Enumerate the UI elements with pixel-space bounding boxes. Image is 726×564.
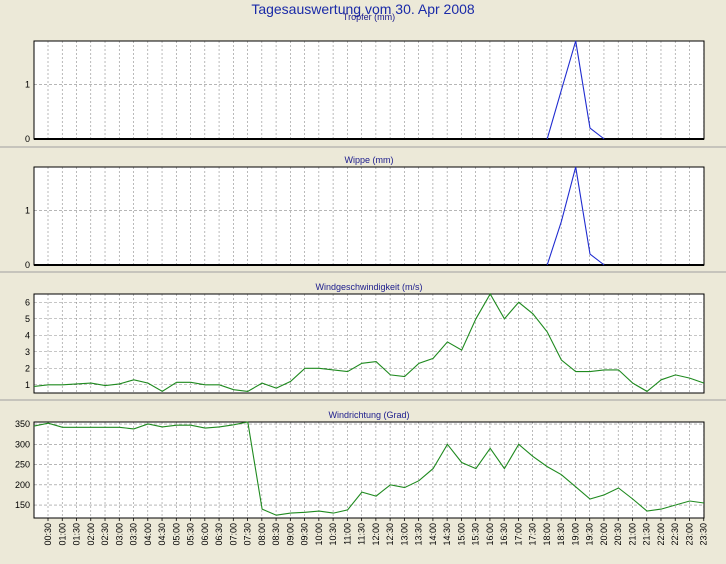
- x-tick-label: 07:00: [228, 523, 238, 546]
- x-tick-label: 17:00: [513, 523, 523, 546]
- x-tick-label: 12:00: [371, 523, 381, 546]
- x-tick-label: 17:30: [528, 523, 538, 546]
- x-tick-label: 21:00: [627, 523, 637, 546]
- y-tick-label: 0: [25, 134, 30, 144]
- x-tick-label: 04:30: [157, 523, 167, 546]
- x-tick-label: 22:00: [656, 523, 666, 546]
- x-tick-label: 07:30: [243, 523, 253, 546]
- x-tick-label: 20:00: [599, 523, 609, 546]
- x-tick-label: 03:30: [129, 523, 139, 546]
- panel-title: Windrichtung (Grad): [328, 410, 409, 420]
- x-tick-label: 23:00: [684, 523, 694, 546]
- plot-frame: [33, 421, 705, 519]
- series-line: [33, 292, 705, 393]
- y-tick-label: 6: [25, 297, 30, 307]
- x-tick-label: 12:30: [385, 523, 395, 546]
- page-title: Tagesauswertung vom 30. Apr 2008: [251, 1, 475, 17]
- x-tick-label: 11:30: [357, 523, 367, 545]
- y-tick-label: 3: [25, 347, 30, 357]
- x-tick-label: 19:30: [585, 523, 595, 546]
- x-tick-label: 04:00: [143, 523, 153, 546]
- x-tick-label: 14:00: [428, 523, 438, 546]
- x-tick-label: 18:30: [556, 523, 566, 546]
- x-tick-label: 13:30: [414, 523, 424, 546]
- plot-background: [34, 422, 704, 518]
- x-tick-label: 15:30: [471, 523, 481, 546]
- x-tick-label: 10:00: [314, 523, 324, 546]
- panel-title: Windgeschwindigkeit (m/s): [315, 282, 422, 292]
- x-tick-label: 02:30: [100, 523, 110, 546]
- x-tick-label: 22:30: [670, 523, 680, 546]
- x-tick-label: 19:00: [570, 523, 580, 546]
- x-tick-label: 14:30: [442, 523, 452, 546]
- y-tick-label: 200: [15, 480, 30, 490]
- x-tick-label: 00:30: [43, 523, 53, 546]
- x-tick-label: 01:30: [72, 523, 82, 546]
- x-tick-label: 08:00: [257, 523, 267, 546]
- x-tick-label: 09:30: [300, 523, 310, 546]
- plot-background: [34, 167, 704, 265]
- y-tick-label: 350: [15, 419, 30, 429]
- plot-frame: [33, 293, 705, 394]
- x-tick-label: 02:00: [86, 523, 96, 546]
- y-tick-label: 4: [25, 330, 30, 340]
- series-line: [33, 421, 705, 516]
- plot-background: [34, 41, 704, 139]
- series-line: [546, 40, 605, 140]
- y-tick-label: 300: [15, 439, 30, 449]
- y-tick-label: 1: [25, 380, 30, 390]
- x-tick-label: 23:30: [699, 523, 709, 546]
- x-tick-label: 16:30: [499, 523, 509, 546]
- x-tick-label: 01:00: [57, 523, 67, 546]
- y-tick-label: 150: [15, 500, 30, 510]
- x-tick-label: 06:00: [200, 523, 210, 546]
- x-tick-label: 08:30: [271, 523, 281, 546]
- y-tick-label: 2: [25, 363, 30, 373]
- panel-title: Wippe (mm): [345, 155, 394, 165]
- y-tick-label: 1: [25, 206, 30, 216]
- plot-background: [34, 294, 704, 393]
- series-line: [546, 166, 605, 266]
- panel-title: Tropfer (mm): [343, 12, 395, 22]
- x-tick-label: 11:00: [342, 523, 352, 545]
- x-tick-label: 18:00: [542, 523, 552, 546]
- x-tick-label: 21:30: [642, 523, 652, 546]
- x-tick-label: 10:30: [328, 523, 338, 546]
- x-tick-label: 15:00: [456, 523, 466, 546]
- y-tick-label: 5: [25, 314, 30, 324]
- x-tick-label: 05:00: [171, 523, 181, 546]
- y-tick-label: 1: [25, 80, 30, 90]
- y-tick-label: 250: [15, 460, 30, 470]
- x-tick-label: 20:30: [613, 523, 623, 546]
- x-tick-label: 05:30: [186, 523, 196, 546]
- x-tick-label: 13:00: [399, 523, 409, 546]
- x-tick-label: 03:00: [114, 523, 124, 546]
- x-tick-label: 16:00: [485, 523, 495, 546]
- x-tick-label: 06:30: [214, 523, 224, 546]
- y-tick-label: 0: [25, 260, 30, 270]
- x-tick-label: 09:00: [285, 523, 295, 546]
